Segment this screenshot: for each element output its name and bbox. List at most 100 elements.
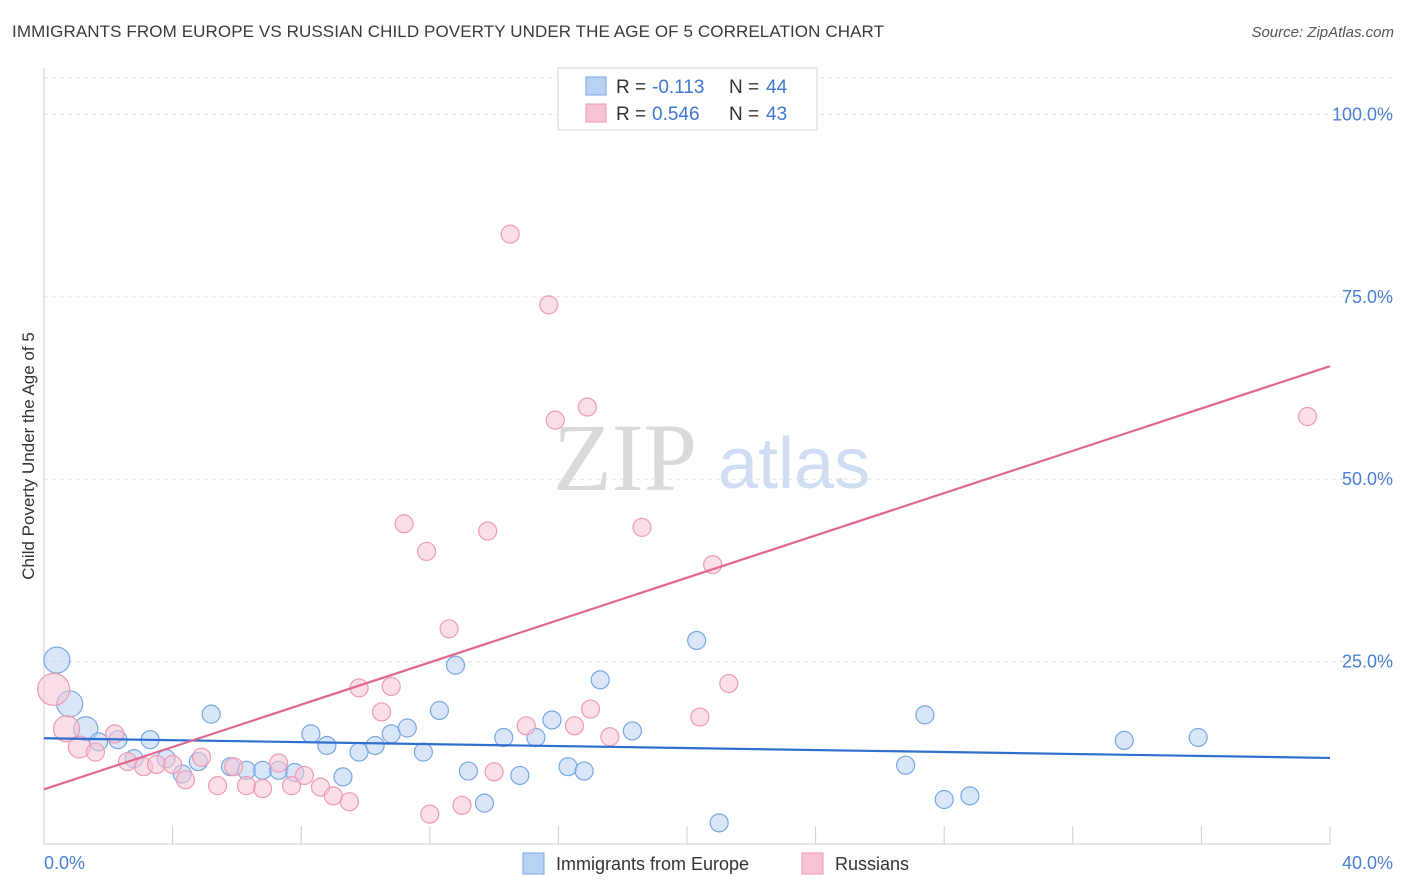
- russians-point-31: [500, 224, 520, 244]
- russians-point-25: [416, 541, 437, 562]
- y-tick-label-25: 25.0%: [1342, 652, 1393, 672]
- legend-label-immigrants-from-europe: Immigrants from Europe: [556, 854, 749, 874]
- correlation-legend: R = -0.113 N = 44 R = 0.546 N = 43: [557, 67, 818, 131]
- legend-label-russians: Russians: [835, 854, 909, 874]
- russians-point-16: [281, 776, 302, 796]
- russians-point-11: [208, 776, 228, 796]
- europe-point-37: [709, 813, 729, 833]
- europe-point-38: [896, 755, 916, 775]
- legend-n-value-russians: 43: [766, 104, 787, 125]
- europe-point-39: [915, 705, 935, 725]
- legend-swatch-russians: [585, 103, 607, 123]
- russians-point-23: [381, 676, 401, 697]
- russians-point-15: [269, 753, 289, 773]
- europe-point-43: [1188, 727, 1208, 748]
- russians-point-3: [85, 742, 106, 762]
- europe-point-33: [574, 761, 594, 781]
- europe-point-25: [445, 655, 466, 675]
- russians-point-27: [439, 619, 459, 639]
- trend-lines: [43, 365, 1331, 791]
- europe-point-18: [333, 767, 353, 787]
- x-tick-label-40: 40.0%: [1342, 853, 1393, 873]
- legend-r-value-europe: -0.113: [652, 77, 704, 98]
- europe-point-35: [622, 721, 642, 741]
- europe-point-32: [558, 757, 578, 777]
- europe-point-10: [201, 704, 221, 724]
- legend-n-label-europe: N =: [729, 77, 759, 98]
- russians-point-12: [224, 757, 244, 777]
- legend-swatch-immigrants-from-europe: [522, 852, 545, 875]
- russians-point-40: [703, 554, 723, 575]
- europe-point-28: [494, 727, 514, 748]
- russians-trend-line: [43, 365, 1331, 791]
- russians-point-37: [600, 727, 620, 747]
- europe-trend-line: [43, 737, 1331, 760]
- x-tick-labels: 0.0% 40.0%: [44, 853, 1393, 873]
- y-tick-label-75: 75.0%: [1342, 287, 1393, 307]
- europe-point-41: [960, 786, 980, 806]
- russians-point-34: [545, 410, 565, 430]
- europe-point-21: [381, 724, 401, 744]
- russians-point-42: [1297, 406, 1318, 427]
- europe-point-36: [687, 630, 707, 651]
- russians-point-39: [690, 707, 710, 727]
- legend-r-value-russians: 0.546: [652, 104, 700, 125]
- x-tick-label-0: 0.0%: [44, 853, 85, 873]
- gridlines: [44, 77, 1394, 663]
- russians-point-13: [236, 776, 257, 796]
- europe-point-42: [1114, 730, 1134, 751]
- russians-point-43: [577, 397, 597, 417]
- russians-point-19: [323, 786, 343, 806]
- y-tick-label-50: 50.0%: [1342, 469, 1393, 489]
- europe-point-23: [413, 742, 433, 762]
- europe-point-20: [365, 735, 385, 756]
- russians-point-36: [580, 699, 601, 719]
- europe-point-34: [590, 670, 610, 690]
- russians-point-35: [564, 716, 585, 736]
- legend-r-label-russians: R =: [616, 104, 646, 125]
- x-ticks: [172, 826, 1331, 844]
- chart-source: Source: ZipAtlas.com: [1251, 24, 1394, 41]
- europe-point-19: [349, 742, 369, 762]
- legend-swatch-europe: [585, 76, 607, 96]
- russians-point-29: [478, 521, 498, 541]
- y-tick-label-100: 100.0%: [1332, 104, 1393, 124]
- europe-point-27: [474, 793, 495, 813]
- europe-point-24: [429, 700, 450, 721]
- russians-point-38: [632, 517, 652, 537]
- russians-point-17: [294, 765, 315, 786]
- series-russians: [37, 224, 1318, 824]
- europe-point-16: [301, 724, 321, 744]
- legend-n-label-russians: N =: [729, 104, 759, 125]
- legend-swatch-russians-bottom: [801, 852, 824, 875]
- russians-point-30: [484, 762, 504, 782]
- russians-point-24: [394, 514, 414, 534]
- europe-point-22: [397, 718, 417, 738]
- russians-point-0: [37, 672, 71, 706]
- watermark-atlas: atlas: [718, 424, 870, 504]
- russians-point-32: [516, 716, 536, 736]
- watermark-zip: ZIP: [553, 404, 697, 511]
- series-immigrants-from-europe: [43, 630, 1208, 833]
- europe-point-40: [934, 789, 954, 810]
- russians-point-7: [146, 754, 167, 775]
- europe-point-13: [253, 760, 273, 780]
- russians-point-41: [719, 673, 739, 694]
- series-legend: Immigrants from Europe Russians: [522, 852, 909, 875]
- legend-n-value-europe: 44: [766, 77, 788, 98]
- russians-point-26: [420, 804, 440, 824]
- russians-point-1: [52, 715, 81, 743]
- russians-point-20: [339, 792, 360, 812]
- chart-title: IMMIGRANTS FROM EUROPE VS RUSSIAN CHILD …: [12, 22, 885, 41]
- europe-point-29: [510, 765, 530, 786]
- y-tick-labels: 25.0% 50.0% 75.0% 100.0%: [1332, 104, 1393, 671]
- russians-point-22: [371, 702, 392, 722]
- europe-point-17: [317, 735, 337, 756]
- russians-point-14: [253, 778, 273, 799]
- russians-point-28: [452, 795, 472, 815]
- russians-point-8: [163, 754, 183, 775]
- europe-point-26: [458, 761, 478, 781]
- russians-point-9: [175, 770, 196, 790]
- europe-point-0: [43, 646, 71, 674]
